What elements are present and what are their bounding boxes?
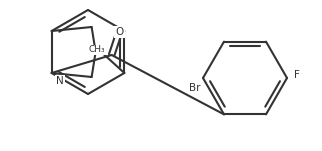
Text: N: N: [56, 76, 63, 86]
Text: Br: Br: [189, 83, 201, 93]
Text: F: F: [294, 70, 300, 80]
Text: O: O: [116, 27, 124, 37]
Text: CH₃: CH₃: [88, 45, 105, 55]
